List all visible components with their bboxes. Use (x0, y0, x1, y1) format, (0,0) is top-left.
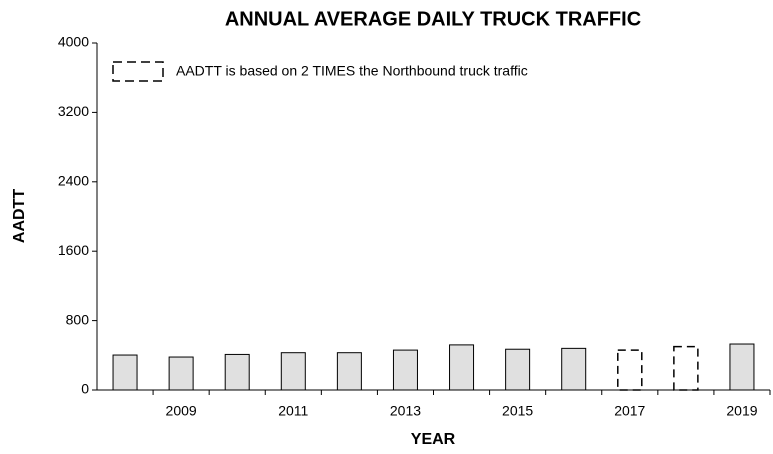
bar (505, 348, 531, 391)
y-tick-label: 1600 (58, 242, 89, 258)
legend-swatch (112, 61, 164, 82)
bar (224, 353, 250, 391)
x-axis-title: YEAR (411, 431, 456, 448)
bar (392, 349, 418, 391)
y-tick-label: 4000 (58, 34, 89, 50)
y-tick-label: 800 (66, 311, 90, 327)
x-tick-label: 2019 (726, 403, 757, 419)
bar (561, 347, 587, 391)
y-tick-label: 0 (81, 381, 89, 397)
bar (673, 345, 699, 391)
x-tick-label: 2015 (502, 403, 533, 419)
bar (280, 352, 306, 391)
legend-label: AADTT is based on 2 TIMES the Northbound… (176, 63, 528, 79)
y-axis-title: AADTT (11, 189, 28, 243)
bar (449, 344, 475, 391)
y-tick-label: 2400 (58, 173, 89, 189)
bar (168, 356, 194, 391)
bar (112, 354, 138, 391)
y-tick-label: 3200 (58, 103, 89, 119)
bar (729, 343, 755, 391)
bar (617, 349, 643, 391)
x-tick-label: 2011 (278, 403, 308, 419)
chart-title: ANNUAL AVERAGE DAILY TRUCK TRAFFIC (225, 8, 641, 30)
x-tick-label: 2009 (166, 403, 197, 419)
bar (336, 352, 362, 391)
x-tick-label: 2013 (390, 403, 421, 419)
x-tick-label: 2017 (614, 403, 645, 419)
